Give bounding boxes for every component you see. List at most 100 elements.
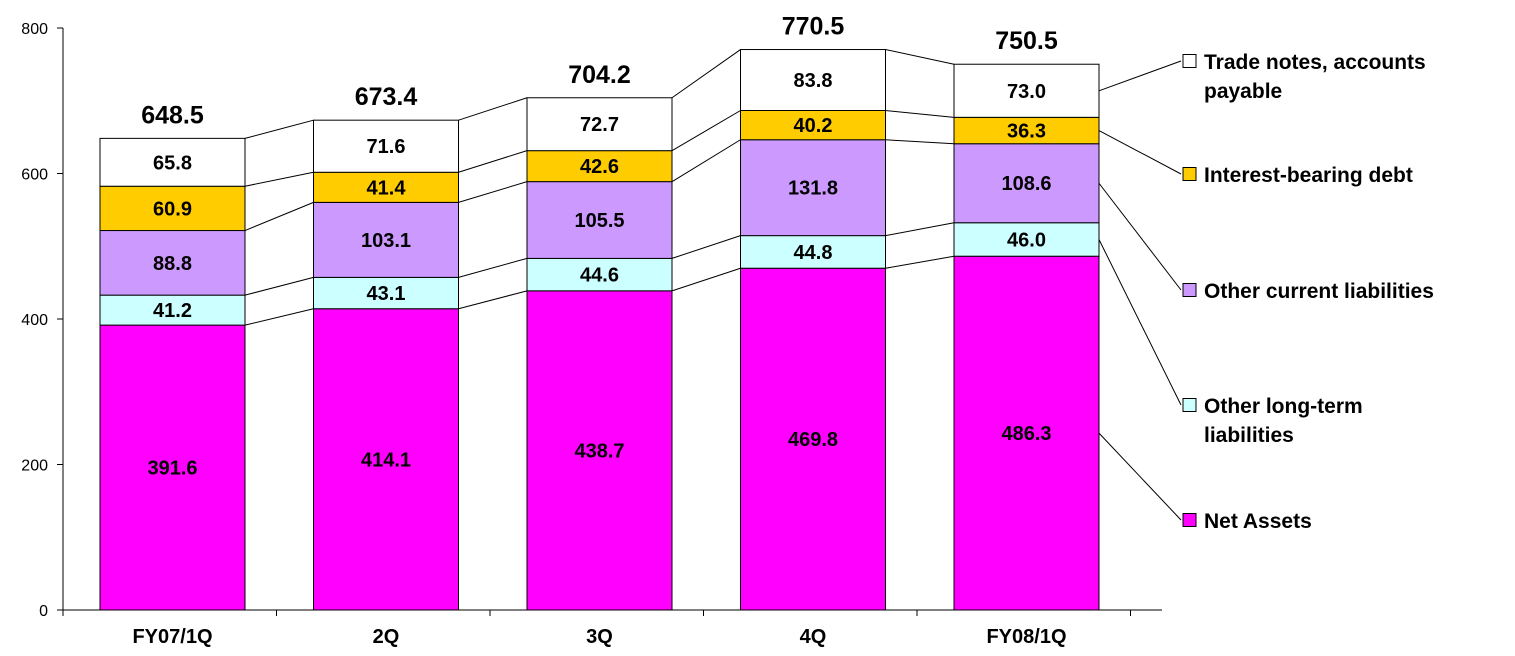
- connector-line: [671, 267, 741, 292]
- total-label: 648.5: [141, 101, 204, 129]
- data-label: 41.2: [153, 300, 192, 322]
- bars: [99, 49, 1100, 611]
- legend-label: Interest-bearing debt: [1204, 164, 1413, 187]
- bar-segment: [526, 290, 673, 611]
- legend-label: Trade notes, accounts: [1204, 51, 1426, 74]
- connector-line: [458, 290, 528, 310]
- legend-leader-line: [1098, 130, 1182, 175]
- connector-line: [458, 181, 528, 203]
- legend-label: liabilities: [1204, 424, 1294, 447]
- legend: Trade notes, accounts payable Interest-bea…: [1098, 51, 1434, 533]
- bar-segment: [99, 185, 246, 232]
- data-label: 73.0: [1007, 81, 1046, 103]
- connector-line: [458, 257, 528, 278]
- bar-segment: [953, 255, 1100, 611]
- legend-swatch: [1182, 513, 1197, 527]
- legend-swatch: [1182, 167, 1197, 181]
- legend-leader-line: [1098, 239, 1182, 406]
- category-label: 2Q: [373, 626, 400, 648]
- data-label: 42.6: [580, 156, 619, 178]
- legend-label: Other current liabilities: [1204, 280, 1434, 303]
- connector-line: [458, 150, 528, 173]
- legend-leader-line: [1098, 60, 1182, 92]
- y-tick-label: 600: [21, 167, 48, 184]
- legend-swatch: [1182, 283, 1197, 297]
- data-label: 60.9: [153, 198, 192, 220]
- bar-segment: [313, 119, 459, 173]
- total-label: 750.5: [995, 27, 1058, 55]
- data-label: 83.8: [794, 70, 833, 92]
- bar-segment: [526, 257, 673, 292]
- connector-line: [671, 110, 741, 152]
- total-label: 770.5: [782, 13, 845, 41]
- legend-label: payable: [1204, 80, 1282, 103]
- connector-line: [458, 97, 528, 121]
- data-label: 131.8: [788, 178, 838, 200]
- bar-segment: [313, 276, 459, 310]
- connector-line: [671, 235, 741, 259]
- connector-line: [885, 255, 955, 269]
- legend-leader-line: [1098, 432, 1182, 521]
- data-label: 469.8: [788, 429, 838, 451]
- legend-leader-line: [1098, 182, 1182, 291]
- bar-segment: [953, 222, 1100, 257]
- connector-line: [244, 308, 314, 326]
- bar-segment: [99, 137, 246, 187]
- bar-segment: [99, 324, 246, 611]
- data-label: 391.6: [147, 458, 197, 480]
- legend-label: Net Assets: [1204, 510, 1312, 533]
- category-label: FY07/1Q: [132, 626, 212, 648]
- bar-segment: [526, 97, 673, 152]
- data-label: 43.1: [367, 283, 406, 305]
- data-label: 65.8: [153, 152, 192, 174]
- bar-segment: [313, 171, 459, 203]
- bar-segment: [526, 150, 673, 183]
- connector-line: [244, 171, 314, 187]
- connector-line: [885, 139, 955, 145]
- y-tick-label: 200: [21, 458, 48, 475]
- data-label: 414.1: [361, 449, 411, 471]
- data-label: 72.7: [580, 114, 619, 136]
- legend-label: Other long-term: [1204, 395, 1363, 418]
- y-tick-label: 800: [21, 21, 48, 38]
- bar-segment: [313, 201, 459, 278]
- connector-line: [671, 139, 741, 183]
- connector-line: [885, 110, 955, 118]
- data-label: 438.7: [574, 440, 624, 462]
- total-label: 673.4: [355, 83, 418, 111]
- category-label: FY08/1Q: [986, 626, 1066, 648]
- bar-segment: [740, 139, 886, 237]
- bar-segment: [740, 49, 886, 111]
- bar-segment: [953, 63, 1100, 118]
- data-label: 108.6: [1001, 173, 1051, 195]
- data-label: 40.2: [794, 115, 833, 137]
- connector-line: [671, 49, 741, 99]
- connector-line: [244, 119, 314, 139]
- data-label: 36.3: [1007, 121, 1046, 143]
- data-label: 46.0: [1007, 229, 1046, 251]
- bar-segment: [99, 294, 246, 326]
- y-tick-label: 0: [39, 603, 48, 620]
- labels: 391.6 41.2 88.8 60.9 65.8 648.5 FY07/1Q 414.1 43…: [132, 13, 1066, 648]
- data-label: 88.8: [153, 253, 192, 275]
- category-label: 3Q: [586, 626, 613, 648]
- bar-segment: [740, 109, 886, 141]
- bar-segment: [740, 267, 886, 611]
- data-label: 44.6: [580, 265, 619, 287]
- connector-line: [244, 201, 314, 231]
- data-label: 103.1: [361, 230, 411, 252]
- legend-swatch: [1182, 54, 1197, 68]
- data-label: 486.3: [1001, 423, 1051, 445]
- connector-line: [885, 222, 955, 237]
- total-label: 704.2: [568, 61, 631, 89]
- connector-line: [244, 276, 314, 296]
- data-label: 105.5: [574, 210, 624, 232]
- bar-segment: [313, 308, 459, 611]
- bar-segment: [99, 230, 246, 296]
- data-label: 44.8: [794, 242, 833, 264]
- category-label: 4Q: [800, 626, 827, 648]
- connector-lines: [244, 49, 955, 326]
- legend-swatch: [1182, 398, 1197, 412]
- bar-segment: [526, 181, 673, 259]
- data-label: 41.4: [367, 177, 407, 199]
